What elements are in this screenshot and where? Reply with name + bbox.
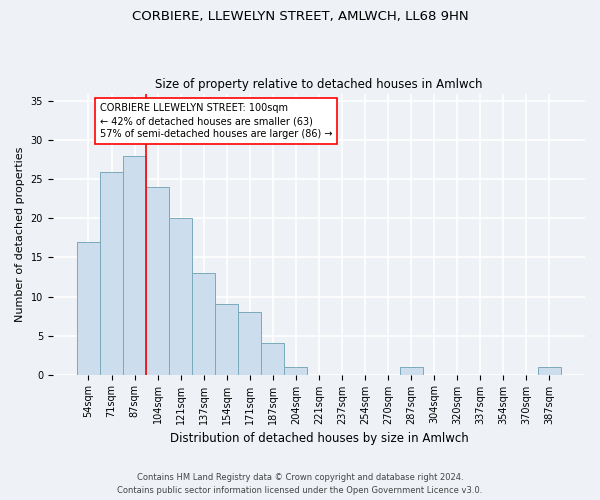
X-axis label: Distribution of detached houses by size in Amlwch: Distribution of detached houses by size …	[170, 432, 468, 445]
Bar	[238, 312, 261, 374]
Bar	[538, 367, 561, 374]
Text: CORBIERE, LLEWELYN STREET, AMLWCH, LL68 9HN: CORBIERE, LLEWELYN STREET, AMLWCH, LL68 …	[131, 10, 469, 23]
Bar	[215, 304, 238, 374]
Bar	[169, 218, 192, 374]
Bar	[146, 187, 169, 374]
Bar	[192, 273, 215, 374]
Text: Contains HM Land Registry data © Crown copyright and database right 2024.
Contai: Contains HM Land Registry data © Crown c…	[118, 474, 482, 495]
Bar	[284, 367, 307, 374]
Bar	[400, 367, 422, 374]
Bar	[100, 172, 123, 374]
Y-axis label: Number of detached properties: Number of detached properties	[15, 146, 25, 322]
Bar	[123, 156, 146, 374]
Text: CORBIERE LLEWELYN STREET: 100sqm
← 42% of detached houses are smaller (63)
57% o: CORBIERE LLEWELYN STREET: 100sqm ← 42% o…	[100, 103, 332, 140]
Bar	[77, 242, 100, 374]
Bar	[261, 344, 284, 374]
Title: Size of property relative to detached houses in Amlwch: Size of property relative to detached ho…	[155, 78, 482, 91]
